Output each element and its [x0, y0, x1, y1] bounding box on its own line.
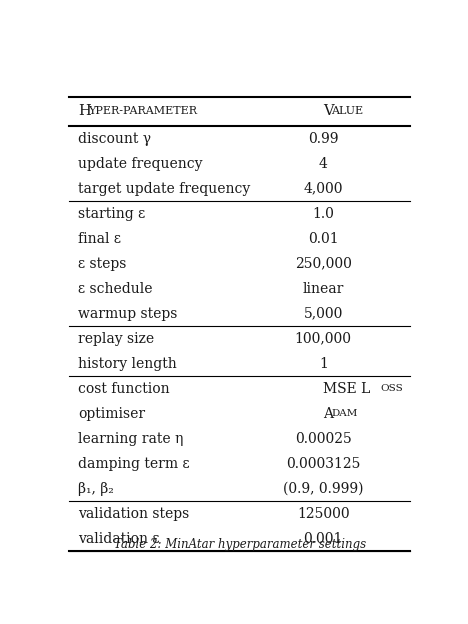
Text: H: H: [79, 104, 91, 119]
Text: ε steps: ε steps: [79, 256, 127, 271]
Text: 4,000: 4,000: [304, 182, 343, 196]
Text: discount γ: discount γ: [79, 132, 152, 146]
Text: learning rate η: learning rate η: [79, 432, 184, 446]
Text: (0.9, 0.999): (0.9, 0.999): [283, 482, 364, 495]
Text: MSE L: MSE L: [323, 382, 371, 396]
Text: 250,000: 250,000: [295, 256, 352, 271]
Text: validation steps: validation steps: [79, 507, 190, 520]
Text: OSS: OSS: [380, 384, 403, 393]
Text: 0.0003125: 0.0003125: [286, 457, 360, 470]
Text: 100,000: 100,000: [295, 332, 352, 346]
Text: 4: 4: [319, 157, 328, 171]
Text: 125000: 125000: [297, 507, 350, 520]
Text: A: A: [323, 407, 333, 421]
Text: optimiser: optimiser: [79, 407, 146, 421]
Text: 5,000: 5,000: [304, 306, 343, 321]
Text: replay size: replay size: [79, 332, 154, 346]
Text: β₁, β₂: β₁, β₂: [79, 482, 114, 495]
Text: 0.001: 0.001: [304, 532, 343, 545]
Text: validation ε: validation ε: [79, 532, 160, 545]
Text: update frequency: update frequency: [79, 157, 203, 171]
Text: YPER-PARAMETER: YPER-PARAMETER: [88, 107, 197, 117]
Text: 1.0: 1.0: [312, 207, 334, 221]
Text: final ε: final ε: [79, 232, 122, 246]
Text: ε schedule: ε schedule: [79, 281, 153, 296]
Text: 0.01: 0.01: [308, 232, 338, 246]
Text: 1: 1: [319, 357, 328, 371]
Text: damping term ε: damping term ε: [79, 457, 190, 470]
Text: ALUE: ALUE: [331, 107, 363, 117]
Text: 0.00025: 0.00025: [295, 432, 351, 446]
Text: DAM: DAM: [331, 409, 358, 418]
Text: V: V: [323, 104, 334, 119]
Text: target update frequency: target update frequency: [79, 182, 251, 196]
Text: warmup steps: warmup steps: [79, 306, 178, 321]
Text: 0.99: 0.99: [308, 132, 338, 146]
Text: Table 2: MinAtar hyperparameter settings: Table 2: MinAtar hyperparameter settings: [114, 539, 366, 551]
Text: cost function: cost function: [79, 382, 170, 396]
Text: history length: history length: [79, 357, 177, 371]
Text: starting ε: starting ε: [79, 207, 146, 221]
Text: linear: linear: [303, 281, 344, 296]
